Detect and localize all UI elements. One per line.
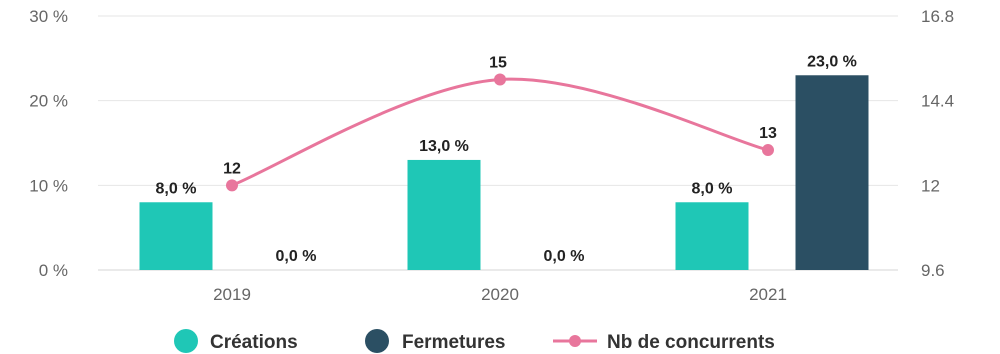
bar-data-label: 8,0 % <box>156 180 197 197</box>
legend-swatch-creations <box>174 329 198 353</box>
legend-label: Fermetures <box>402 332 506 353</box>
line-point <box>494 73 506 86</box>
line-data-label: 13 <box>759 125 777 142</box>
legend-swatch-fermetures <box>365 329 389 353</box>
line-data-label: 12 <box>223 160 241 177</box>
y-right-tick-label: 14.4 <box>921 92 954 111</box>
y-left-tick-label: 30 % <box>29 7 68 26</box>
y-left-tick-label: 20 % <box>29 92 68 111</box>
line-point <box>762 144 774 157</box>
x-tick-label: 2020 <box>481 285 519 304</box>
bar-data-label: 8,0 % <box>692 180 733 197</box>
bar <box>139 202 213 270</box>
y-right-tick-label: 9.6 <box>921 261 945 280</box>
bar-data-label: 0,0 % <box>276 248 317 265</box>
legend-swatch-marker <box>569 335 581 347</box>
y-right-tick-label: 16.8 <box>921 7 954 26</box>
bar-series: 8,0 % 13,0 % 8,0 % 0,0 % 0,0 % 23,0 % <box>139 53 869 271</box>
line-series: 12 15 13 <box>223 55 777 192</box>
x-tick-label: 2021 <box>749 285 787 304</box>
legend-label: Nb de concurrents <box>607 332 775 353</box>
bar-data-label: 0,0 % <box>544 248 585 265</box>
y-axis-left: 0 % 10 % 20 % 30 % <box>29 7 68 280</box>
y-left-tick-label: 0 % <box>39 261 68 280</box>
bar-data-label: 13,0 % <box>419 138 469 155</box>
bar-data-label: 23,0 % <box>807 53 857 70</box>
line-data-label: 15 <box>489 55 507 72</box>
series-line <box>231 77 769 187</box>
y-left-tick-label: 10 % <box>29 176 68 195</box>
x-axis: 2019 2020 2021 <box>213 285 787 304</box>
y-right-tick-label: 12 <box>921 176 940 195</box>
line-point <box>226 179 238 192</box>
bar <box>795 75 869 271</box>
legend: Créations Fermetures Nb de concurrents <box>174 329 775 353</box>
bar <box>407 159 481 270</box>
legend-label: Créations <box>210 332 298 353</box>
bar <box>675 202 749 270</box>
x-tick-label: 2019 <box>213 285 251 304</box>
y-axis-right: 9.6 12 14.4 16.8 <box>921 7 954 280</box>
